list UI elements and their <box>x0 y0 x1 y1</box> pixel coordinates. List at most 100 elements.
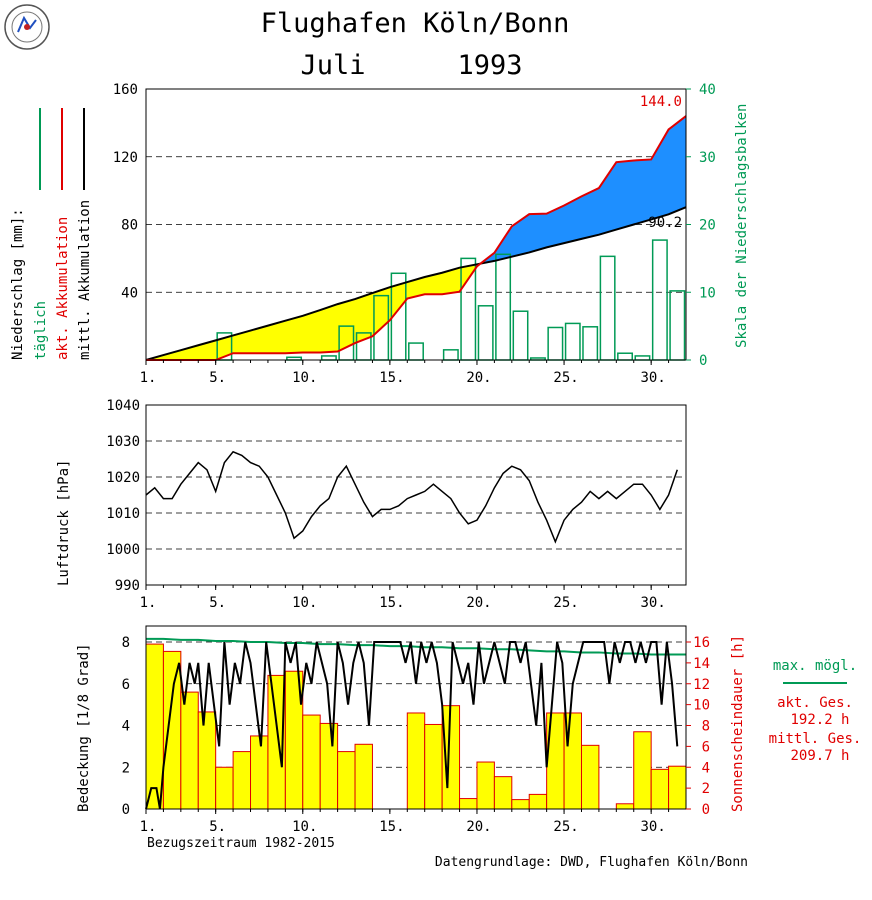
y2-tick-label: 30 <box>699 150 716 166</box>
x-tick-label: 30. <box>641 370 666 386</box>
sunshine-bar <box>232 751 252 810</box>
y2-tick-label: 2 <box>702 781 710 797</box>
y2-tick-label: 20 <box>699 218 716 234</box>
sunshine-bar <box>162 650 182 810</box>
sunshine-bar <box>180 691 199 810</box>
chart-month: Juli <box>300 50 365 81</box>
y-tick-label: 4 <box>122 719 130 735</box>
data-source: Datengrundlage: DWD, Flughafen Köln/Bonn <box>435 855 748 870</box>
sunshine-bar <box>215 766 234 810</box>
sunshine-bar <box>580 744 600 810</box>
x-tick-label: 10. <box>292 595 317 611</box>
precip-bar <box>408 342 424 361</box>
pressure-frame <box>145 404 687 586</box>
y2-tick-label: 10 <box>693 698 710 714</box>
pressure-panel: 990 1000 1010 1020 1030 1040 1. 5. 10. 15. 20. 25. 3… <box>56 398 687 611</box>
sunshine-bar <box>615 803 635 810</box>
x-tick-label: 1. <box>140 819 157 835</box>
sunshine-bar <box>354 743 373 810</box>
y-tick-label: 1020 <box>106 470 140 486</box>
x-tick-label: 20. <box>466 819 491 835</box>
sunshine-bar <box>528 793 548 810</box>
x-tick-label: 10. <box>292 819 317 835</box>
sunshine-bar <box>406 712 426 810</box>
precipitation-panel: 40 80 120 160 0 10 20 30 40 1. 5. 10. 15. 20. 25. 30. 1… <box>10 82 750 386</box>
precip-bar <box>320 355 337 361</box>
precip-bar-scale-label: Skala der Niederschlagsbalken <box>734 104 750 348</box>
y-tick-label: 160 <box>113 82 138 98</box>
precip-bar <box>512 310 529 361</box>
x-tick-label: 25. <box>553 595 578 611</box>
sunshine-bar <box>145 643 164 810</box>
precip-bar <box>617 352 633 361</box>
precip-bar <box>634 355 651 361</box>
x-tick-label: 5. <box>209 370 226 386</box>
precip-bar <box>564 322 581 361</box>
y-tick-label: 2 <box>122 760 130 776</box>
y2-tick-label: 4 <box>702 760 710 776</box>
y2-tick-label: 6 <box>702 739 710 755</box>
actual-total-title: akt. Ges. <box>777 695 853 711</box>
y2-tick-label: 14 <box>693 656 710 672</box>
sunshine-bar <box>424 723 443 810</box>
sunshine-ticks: 0 2 4 6 8 0 2 4 6 8 10 12 14 16 1. 5. 10. 15. 20. 25. 30. <box>122 635 710 835</box>
max-possible-legend-label: max. mögl. <box>773 658 857 674</box>
cloud-cover-line <box>145 641 679 810</box>
sunshine-axis-label: Sonnenscheindauer [h] <box>730 635 746 812</box>
sunshine-bar <box>319 722 339 810</box>
y2-tick-label: 16 <box>693 635 710 651</box>
y-tick-label: 1010 <box>106 506 140 522</box>
x-tick-label: 20. <box>466 595 491 611</box>
x-tick-label: 30. <box>641 595 666 611</box>
x-tick-label: 30. <box>641 819 666 835</box>
x-tick-label: 25. <box>553 819 578 835</box>
sunshine-bar <box>459 798 478 810</box>
mean-accumulation-line <box>145 206 687 361</box>
precip-bar <box>582 326 599 361</box>
sunshine-bar <box>493 776 513 810</box>
y-tick-label: 120 <box>113 150 138 166</box>
x-tick-label: 5. <box>209 819 226 835</box>
precipitation-ticks: 40 80 120 160 0 10 20 30 40 1. 5. 10. 15. 20. 25. 30. <box>113 82 716 386</box>
x-tick-label: 20. <box>466 370 491 386</box>
y-tick-label: 990 <box>115 578 140 594</box>
sunshine-panel: 0 2 4 6 8 0 2 4 6 8 10 12 14 16 1. 5. 10. 15. 20. 25. 30. Be… <box>76 625 862 835</box>
x-tick-label: 1. <box>140 595 157 611</box>
chart-year: 1993 <box>457 50 522 81</box>
precip-bar <box>651 239 668 361</box>
actual-total-label: 144.0 <box>640 94 682 110</box>
precip-axis-label: Niederschlag [mm]: <box>10 208 26 360</box>
y-tick-label: 1000 <box>106 542 140 558</box>
y-tick-label: 0 <box>122 802 130 818</box>
cloud-axis-label: Bedeckung [1/8 Grad] <box>76 643 92 812</box>
y2-tick-label: 10 <box>699 285 716 301</box>
y-tick-label: 8 <box>122 635 130 651</box>
station-logo <box>4 4 50 50</box>
legend-actual-label: akt. Akkumulation <box>55 217 71 360</box>
actual-accumulation-line <box>146 115 687 361</box>
mean-total-title: mittl. Ges. <box>769 731 862 747</box>
x-tick-label: 15. <box>379 595 404 611</box>
y2-tick-label: 0 <box>702 802 710 818</box>
chart-title: Flughafen Köln/Bonn <box>261 8 570 39</box>
precip-bar <box>547 326 564 361</box>
sunshine-bar <box>650 768 670 810</box>
pressure-ticks: 990 1000 1010 1020 1030 1040 1. 5. 10. 15. 20. 25. 3… <box>106 398 670 611</box>
y-tick-label: 1040 <box>106 398 140 414</box>
y-tick-label: 6 <box>122 677 130 693</box>
max-possible-line <box>146 637 686 656</box>
x-tick-label: 10. <box>292 370 317 386</box>
y2-tick-label: 12 <box>693 677 710 693</box>
mean-total-value: 209.7 h <box>790 748 849 764</box>
precip-bar <box>442 349 459 361</box>
sunshine-frame <box>145 625 687 810</box>
pressure-axis-label: Luftdruck [hPa] <box>56 460 72 586</box>
x-tick-label: 5. <box>209 595 226 611</box>
surplus-area <box>476 116 686 267</box>
sunshine-bar <box>337 751 356 810</box>
mean-total-label: 90.2 <box>648 215 682 231</box>
precip-bar <box>477 305 494 361</box>
x-tick-label: 15. <box>379 370 404 386</box>
pressure-line <box>145 450 678 544</box>
